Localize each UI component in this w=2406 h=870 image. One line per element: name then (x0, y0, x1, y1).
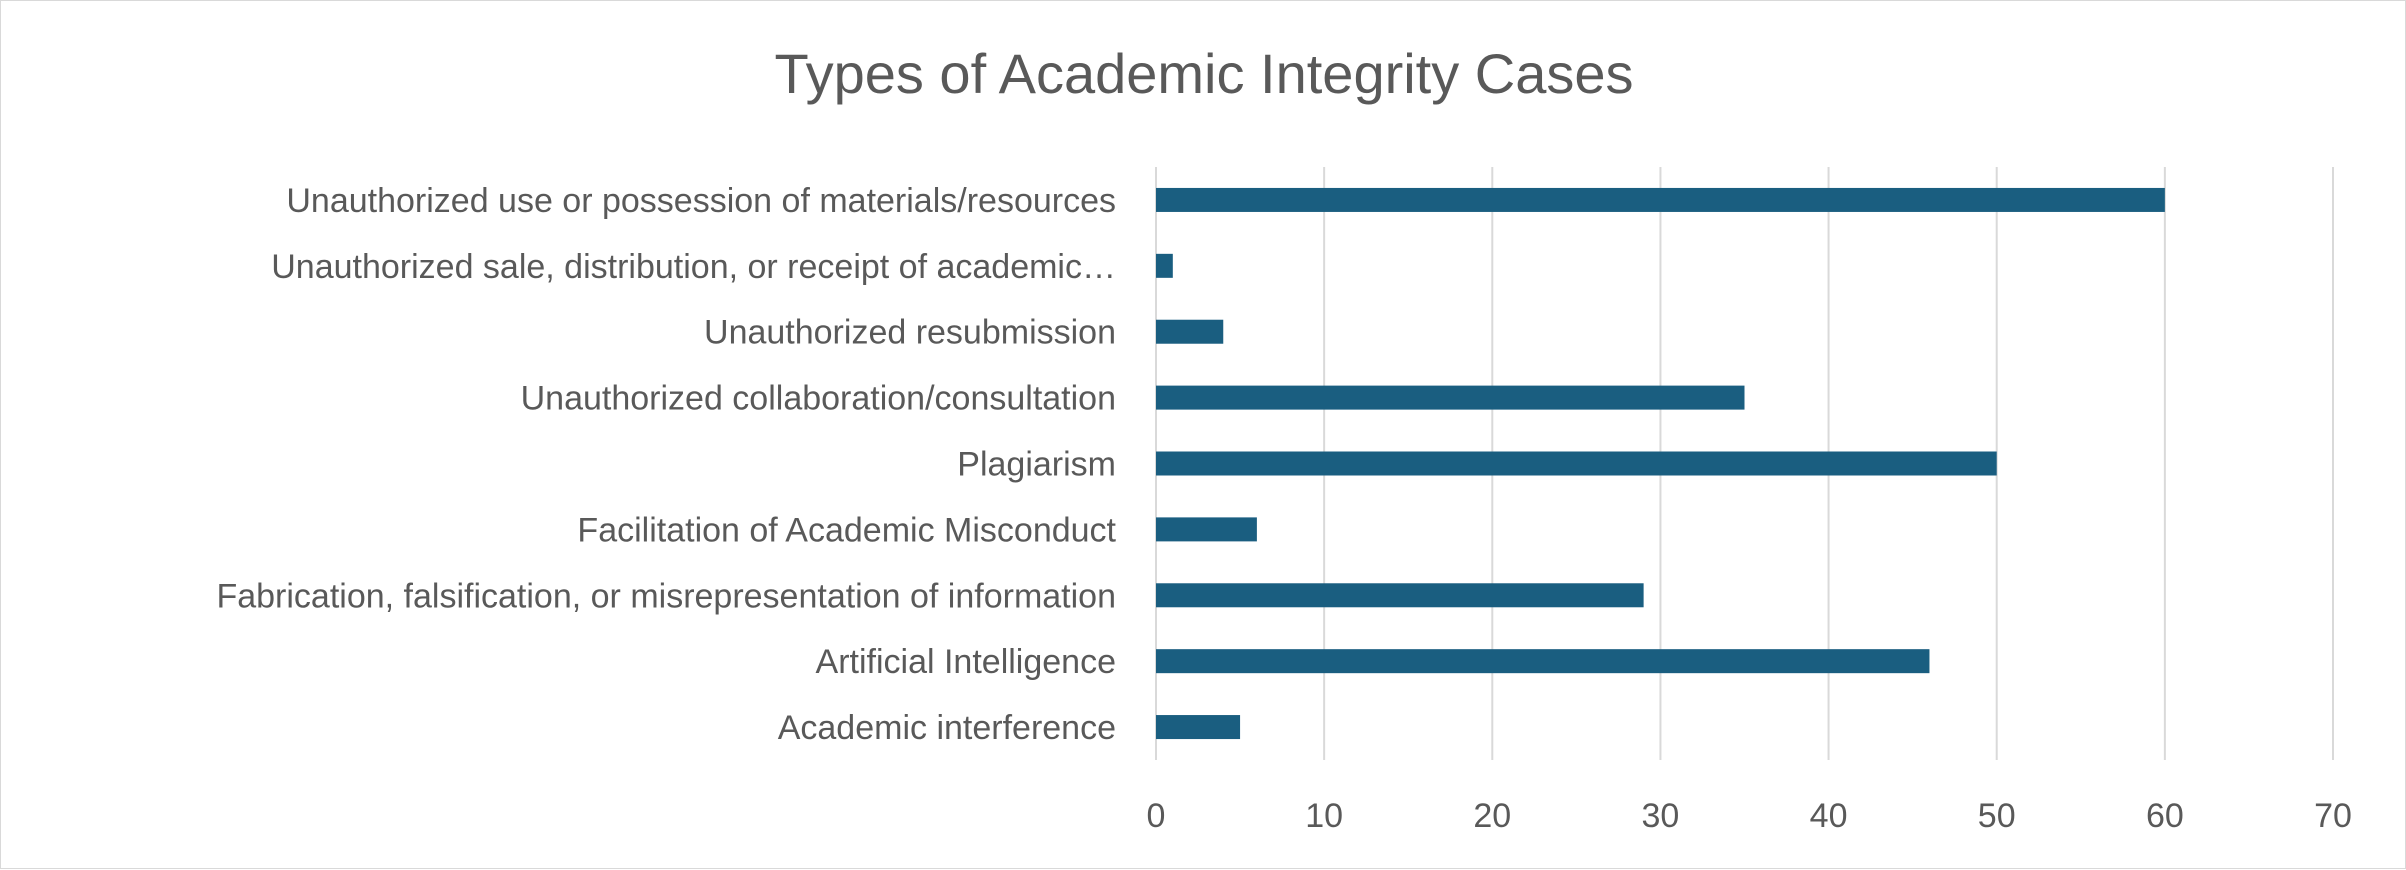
category-label: Facilitation of Academic Misconduct (577, 511, 1116, 549)
x-tick-label: 60 (2146, 797, 2184, 835)
chart-title: Types of Academic Integrity Cases (774, 42, 1633, 105)
category-label: Unauthorized collaboration/consultation (521, 380, 1116, 418)
bar (1156, 715, 1241, 740)
category-labels: Academic interference Artificial Intellig… (216, 182, 1116, 747)
bar (1156, 583, 1644, 608)
bar (1156, 517, 1257, 542)
x-tick-label: 20 (1473, 797, 1511, 835)
bar (1156, 451, 1997, 476)
category-label: Unauthorized use or possession of materi… (286, 182, 1116, 220)
category-label: Artificial Intelligence (816, 643, 1116, 681)
x-tick-label: 10 (1305, 797, 1343, 835)
category-label: Academic interference (778, 709, 1116, 747)
category-label: Unauthorized resubmission (704, 314, 1116, 352)
x-tick-label: 50 (1978, 797, 2016, 835)
x-tick-label: 70 (2314, 797, 2352, 835)
bar (1156, 649, 1930, 674)
bar (1156, 385, 1745, 410)
bar (1156, 187, 2165, 212)
bars (1156, 187, 2165, 740)
category-label: Unauthorized sale, distribution, or rece… (271, 248, 1116, 286)
category-label: Plagiarism (957, 446, 1116, 484)
bar (1156, 253, 1173, 278)
x-tick-label: 40 (1810, 797, 1848, 835)
category-label: Fabrication, falsification, or misrepres… (216, 577, 1116, 615)
x-tick-label: 30 (1642, 797, 1680, 835)
bar (1156, 319, 1224, 344)
x-tick-labels: 0 10 20 30 40 50 60 70 (1147, 797, 2352, 835)
x-tick-label: 0 (1147, 797, 1166, 835)
